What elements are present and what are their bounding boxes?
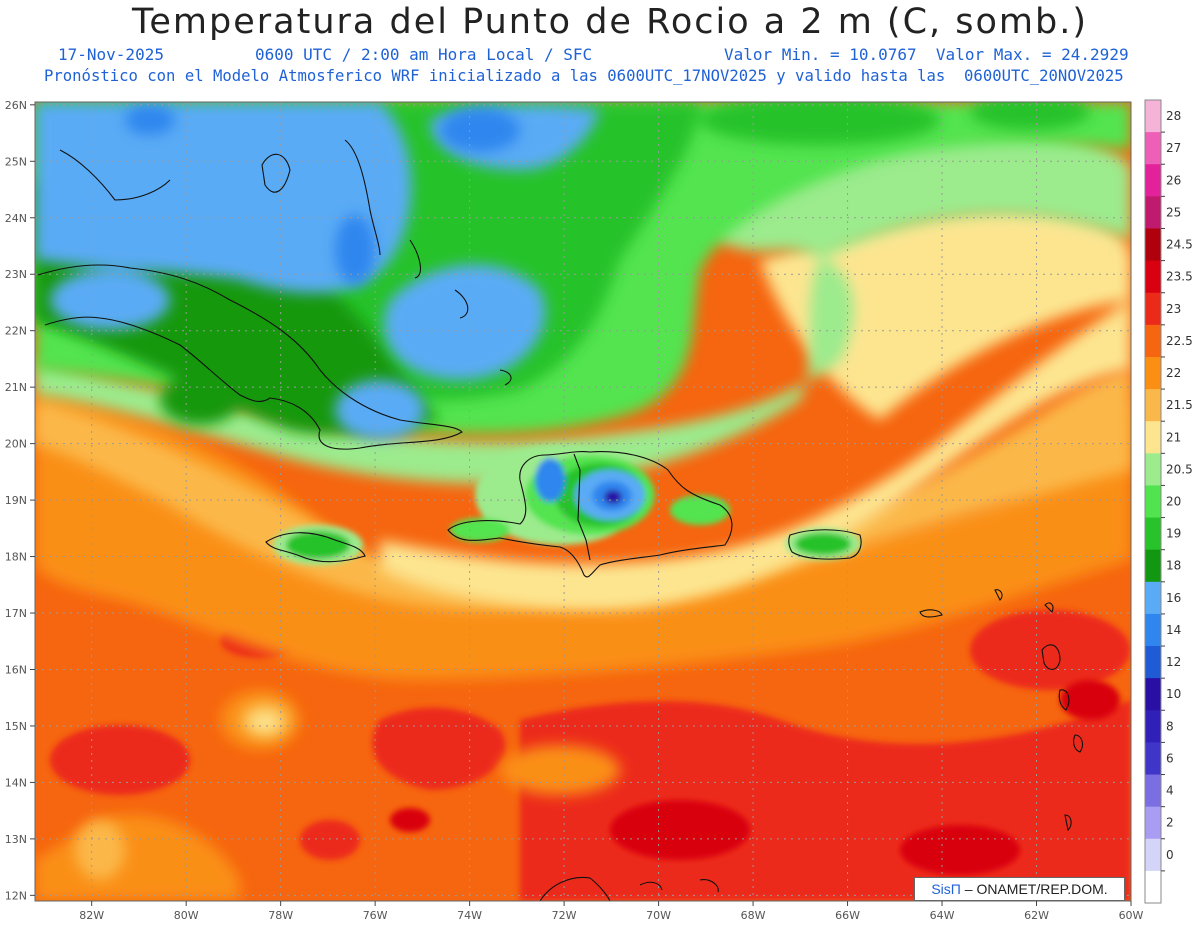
credit-badge: SisΠ – ONAMET/REP.DOM. xyxy=(914,877,1125,901)
lat-label: 24N xyxy=(5,212,27,225)
graticule xyxy=(35,102,1131,901)
colorbar-label: 28 xyxy=(1166,109,1181,123)
date-label: 17-Nov-2025 xyxy=(58,45,164,64)
colorbar-swatch xyxy=(1145,292,1161,326)
colorbar-swatch xyxy=(1145,774,1161,808)
colorbar-swatch xyxy=(1145,581,1161,615)
colorbar-swatch xyxy=(1145,260,1161,294)
colorbar-label: 25 xyxy=(1166,205,1181,219)
colorbar-label: 21 xyxy=(1166,430,1181,444)
colorbar-frame xyxy=(1144,99,1162,904)
lat-label: 22N xyxy=(5,325,27,338)
value-range: Valor Min. = 10.0767 Valor Max. = 24.292… xyxy=(724,45,1129,64)
credit-logo: SisΠ xyxy=(931,881,961,897)
lat-label: 23N xyxy=(5,268,27,281)
lon-label: 80W xyxy=(174,909,199,922)
colorbar-label: 23 xyxy=(1166,302,1181,316)
lon-label: 76W xyxy=(363,909,388,922)
colorbar-label: 22 xyxy=(1166,366,1181,380)
colorbar-swatch xyxy=(1145,710,1161,743)
colorbar-swatch xyxy=(1145,356,1161,390)
colorbar-swatch xyxy=(1145,453,1161,486)
colorbar-label: 10 xyxy=(1166,687,1181,701)
colorbar-swatch xyxy=(1145,421,1161,454)
lat-label: 21N xyxy=(5,381,27,394)
credit-text: – ONAMET/REP.DOM. xyxy=(964,881,1108,897)
colorbar-swatch xyxy=(1145,806,1161,840)
time-info: 0600 UTC / 2:00 am Hora Local / SFC xyxy=(255,45,593,64)
colorbar-label: 20 xyxy=(1166,495,1181,509)
model-info: Pronóstico con el Modelo Atmosferico WRF… xyxy=(44,67,1124,85)
colorbar-label: 27 xyxy=(1166,141,1181,155)
lat-label: 17N xyxy=(5,607,27,620)
lat-label: 18N xyxy=(5,551,27,564)
lon-label: 66W xyxy=(835,909,860,922)
colorbar-label: 22.5 xyxy=(1166,334,1193,348)
colorbar-label: 16 xyxy=(1166,591,1181,605)
colorbar-swatch xyxy=(1145,646,1161,679)
colorbar-label: 8 xyxy=(1166,719,1174,733)
lat-label: 20N xyxy=(5,438,27,451)
colorbar-label: 23.5 xyxy=(1166,270,1193,284)
colorbar-swatch xyxy=(1145,485,1161,519)
colorbar-swatch xyxy=(1145,678,1161,711)
colorbar-label: 24.5 xyxy=(1166,238,1193,252)
lat-label: 12N xyxy=(5,889,27,902)
lat-label: 13N xyxy=(5,833,27,846)
lat-label: 15N xyxy=(5,720,27,733)
temperature-shading xyxy=(35,102,1131,901)
colorbar-swatch xyxy=(1145,549,1161,583)
colorbar-swatch xyxy=(1145,324,1161,358)
colorbar-label: 18 xyxy=(1166,559,1181,573)
lon-label: 78W xyxy=(268,909,293,922)
colorbar-label: 21.5 xyxy=(1166,398,1193,412)
axis-ticks xyxy=(30,104,1132,906)
colorbar-label: 4 xyxy=(1166,784,1174,798)
lon-label: 70W xyxy=(646,909,671,922)
lat-label: 19N xyxy=(5,494,27,507)
lat-label: 14N xyxy=(5,776,27,789)
colorbar-label: 6 xyxy=(1166,751,1174,765)
colorbar-swatch xyxy=(1145,196,1161,229)
lat-label: 26N xyxy=(5,99,27,112)
lon-label: 68W xyxy=(741,909,766,922)
colorbar-swatch xyxy=(1145,870,1161,904)
colorbar-swatch xyxy=(1145,228,1161,262)
axis-labels: 82W 80W 78W 76W 74W 72W 70W 68W 66W 64W 62W 60W 26N 2… xyxy=(5,99,1144,922)
colorbar-label: 12 xyxy=(1166,655,1181,669)
lon-label: 64W xyxy=(930,909,955,922)
colorbar-swatch xyxy=(1145,742,1161,776)
colorbar-label: 26 xyxy=(1166,173,1181,187)
lon-label: 62W xyxy=(1024,909,1049,922)
colorbar-legend: 2827262524.523.52322.52221.52120.5201918… xyxy=(1144,99,1193,904)
lon-label: 60W xyxy=(1119,909,1144,922)
colorbar-label: 14 xyxy=(1166,623,1181,637)
colorbar-swatch xyxy=(1145,132,1161,165)
colorbar-swatch xyxy=(1145,838,1161,872)
lat-label: 16N xyxy=(5,663,27,676)
colorbar-label: 19 xyxy=(1166,527,1181,541)
coastline-outlines xyxy=(37,139,1084,901)
lon-label: 72W xyxy=(552,909,577,922)
colorbar-swatch xyxy=(1145,100,1161,133)
colorbar-label: 20.5 xyxy=(1166,462,1193,476)
colorbar-label: 2 xyxy=(1166,816,1174,830)
lat-label: 25N xyxy=(5,155,27,168)
lon-label: 74W xyxy=(457,909,482,922)
colorbar-swatch xyxy=(1145,613,1161,647)
lon-label: 82W xyxy=(79,909,104,922)
colorbar-label: 0 xyxy=(1166,848,1174,862)
map-title: Temperatura del Punto de Rocio a 2 m (C,… xyxy=(131,2,1089,42)
colorbar-swatch xyxy=(1145,164,1161,197)
colorbar-swatch xyxy=(1145,517,1161,551)
colorbar-swatch xyxy=(1145,389,1161,422)
